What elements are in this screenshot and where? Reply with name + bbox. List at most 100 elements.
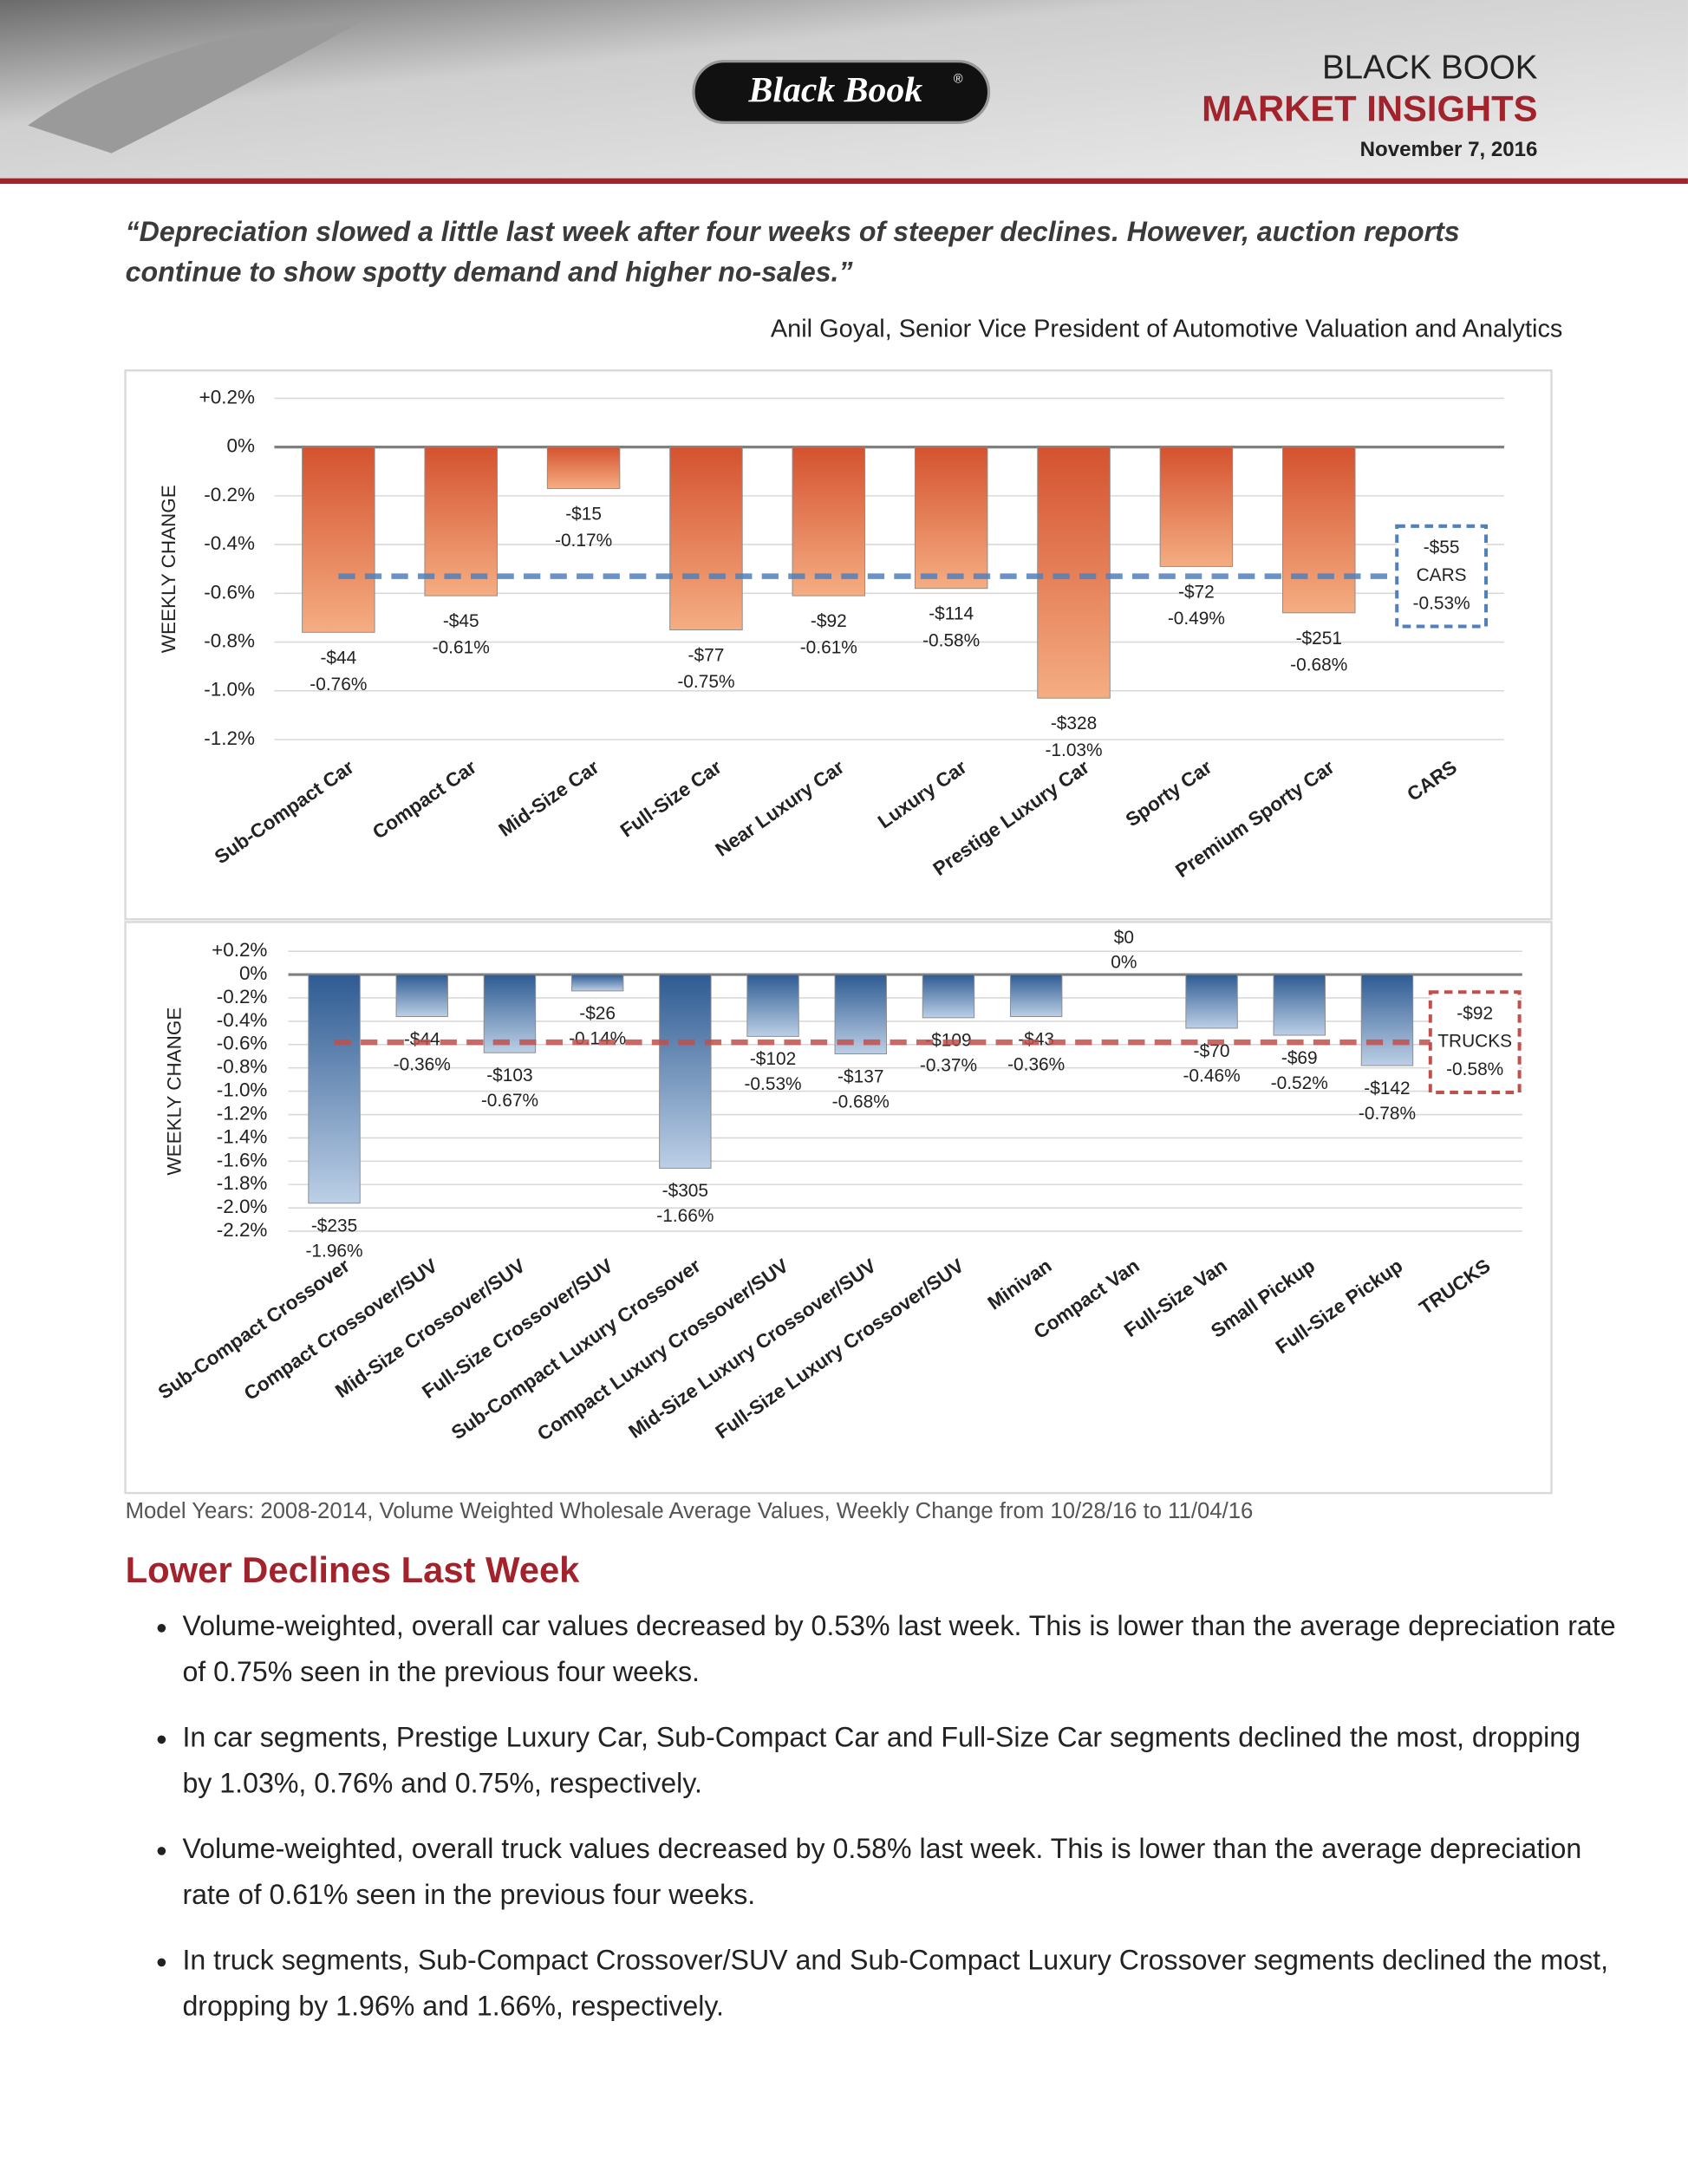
bar (1037, 447, 1111, 699)
x-tick-label: Mid-Size Car (495, 756, 603, 841)
logo: Black Book (748, 70, 923, 110)
y-tick-label: -1.2% (217, 1102, 268, 1124)
x-tick-label: Compact Car (368, 756, 480, 844)
chart-frame (124, 369, 1553, 921)
bar (1273, 974, 1326, 1036)
value-label: -0.14% (569, 1029, 626, 1049)
x-tick-label: Sporty Car (1122, 756, 1216, 831)
value-label: -0.68% (832, 1092, 890, 1112)
bar (1360, 974, 1414, 1066)
value-label: -0.52% (1271, 1073, 1328, 1093)
total-box (1395, 524, 1489, 629)
dollar-label: -$235 (311, 1216, 357, 1236)
bullet-list: Volume-weighted, overall car values decr… (126, 1605, 1617, 2050)
value-label: -0.17% (555, 531, 612, 551)
bar (669, 447, 743, 630)
bar (1009, 974, 1063, 1017)
dollar-label: -$45 (443, 611, 479, 631)
y-tick-label: -0.8% (217, 1056, 268, 1078)
value-label: -0.68% (1290, 655, 1347, 675)
footnote: Model Years: 2008-2014, Volume Weighted … (125, 1500, 1254, 1524)
value-label: -1.03% (1045, 740, 1102, 760)
dollar-label: -$43 (1018, 1029, 1054, 1049)
bar (302, 447, 375, 633)
value-label: -0.36% (394, 1054, 451, 1074)
bar (424, 447, 498, 597)
value-label: -1.66% (656, 1206, 714, 1226)
bar (914, 447, 988, 590)
y-tick-label: -2.2% (217, 1219, 268, 1241)
total-value-label: -0.58% (1446, 1059, 1503, 1079)
total-dollar-label: -$92 (1457, 1003, 1493, 1023)
chart-frame (124, 921, 1553, 1495)
x-tick-label: CARS (1403, 756, 1461, 805)
y-axis-title: WEEKLY CHANGE (158, 485, 179, 653)
dollar-label: -$26 (579, 1004, 616, 1024)
dollar-label: -$44 (404, 1029, 440, 1049)
dollar-label: -$15 (565, 504, 602, 524)
bar (746, 974, 799, 1037)
y-tick-label: 0% (239, 962, 267, 984)
value-label: -0.58% (922, 630, 980, 650)
bar (659, 974, 712, 1169)
dollar-label: -$305 (662, 1181, 708, 1201)
y-tick-label: -1.0% (217, 1079, 268, 1101)
x-tick-label: Near Luxury Car (712, 756, 849, 861)
bullet: Volume-weighted, overall truck values de… (182, 1828, 1617, 1920)
total-dollar-label: -$55 (1424, 538, 1460, 557)
y-tick-label: -1.4% (217, 1125, 268, 1147)
value-label: -0.78% (1359, 1104, 1416, 1124)
bar (395, 974, 448, 1017)
dollar-label: -$72 (1178, 582, 1215, 602)
dollar-label: -$102 (750, 1049, 796, 1069)
x-tick-label: Minivan (984, 1255, 1056, 1314)
value-label: 0% (1111, 953, 1137, 973)
date: November 7, 2016 (1360, 138, 1538, 161)
y-tick-label: -2.0% (217, 1196, 268, 1217)
y-tick-label: 0% (226, 435, 254, 457)
bullet: In truck segments, Sub-Compact Crossover… (182, 1939, 1617, 2031)
logo-mark: ® (954, 72, 963, 86)
dollar-label: -$77 (688, 646, 725, 666)
header-rule (0, 178, 1688, 185)
y-axis-title: WEEKLY CHANGE (163, 1007, 185, 1176)
value-label: -0.53% (744, 1074, 801, 1094)
value-label: -0.37% (920, 1056, 977, 1076)
y-tick-label: -1.8% (217, 1172, 268, 1194)
value-label: -1.96% (305, 1242, 362, 1262)
total-name: CARS (1417, 565, 1467, 585)
bar (792, 447, 866, 597)
y-tick-label: -0.2% (204, 484, 255, 505)
value-label: -0.75% (677, 672, 734, 692)
total-box (1428, 990, 1522, 1094)
bullet: In car segments, Prestige Luxury Car, Su… (182, 1716, 1617, 1808)
y-tick-label: -1.2% (204, 727, 255, 749)
bar (1159, 447, 1234, 567)
y-tick-label: -0.2% (217, 986, 268, 1007)
dollar-label: -$103 (486, 1066, 532, 1085)
total-name: TRUCKS (1437, 1032, 1512, 1052)
y-tick-label: -0.8% (204, 629, 255, 651)
y-tick-label: -0.6% (204, 581, 255, 603)
bar (570, 974, 624, 992)
bar (1282, 447, 1356, 614)
bar (546, 447, 621, 489)
brand: BLACK BOOK (1322, 49, 1538, 87)
dollar-label: -$44 (320, 648, 356, 668)
quote: “Depreciation slowed a little last week … (125, 217, 1460, 289)
attribution: Anil Goyal, Senior Vice President of Aut… (770, 315, 1563, 343)
ornament (28, 21, 362, 153)
dollar-label: -$92 (811, 611, 847, 631)
x-tick-label: TRUCKS (1415, 1255, 1494, 1319)
x-tick-label: Luxury Car (874, 756, 971, 833)
dollar-label: $0 (1114, 928, 1134, 948)
y-tick-label: +0.2% (212, 939, 267, 961)
y-tick-label: -1.6% (217, 1149, 268, 1170)
section-title: Lower Declines Last Week (125, 1548, 580, 1591)
dollar-label: -$70 (1194, 1041, 1230, 1061)
dollar-label: -$114 (929, 604, 974, 624)
value-label: -0.67% (481, 1091, 538, 1111)
dollar-label: -$137 (837, 1066, 883, 1086)
